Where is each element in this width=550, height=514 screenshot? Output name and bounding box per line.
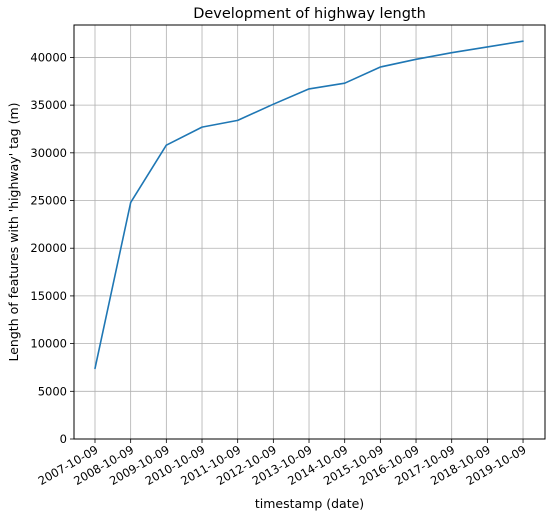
y-tick-label: 20000 — [30, 241, 67, 255]
y-tick-label: 40000 — [30, 50, 67, 64]
y-tick-label: 30000 — [30, 146, 67, 160]
y-tick-label: 15000 — [30, 289, 67, 303]
series-line — [94, 40, 524, 370]
y-tick-label: 0 — [60, 432, 67, 446]
y-axis-title: Length of features with 'highway' tag (m… — [6, 103, 21, 362]
chart-title: Development of highway length — [193, 6, 426, 22]
x-axis-title: timestamp (date) — [255, 496, 364, 511]
y-tick-label: 25000 — [30, 194, 67, 208]
y-tick-label: 35000 — [30, 98, 67, 112]
y-tick-label: 10000 — [30, 337, 67, 351]
y-tick-label: 5000 — [38, 384, 67, 398]
y-axis: 0 5000 10000 15000 20000 25000 30000 35000 40000 — [30, 50, 74, 446]
plot-frame — [73, 24, 546, 440]
series-layer — [94, 40, 524, 370]
